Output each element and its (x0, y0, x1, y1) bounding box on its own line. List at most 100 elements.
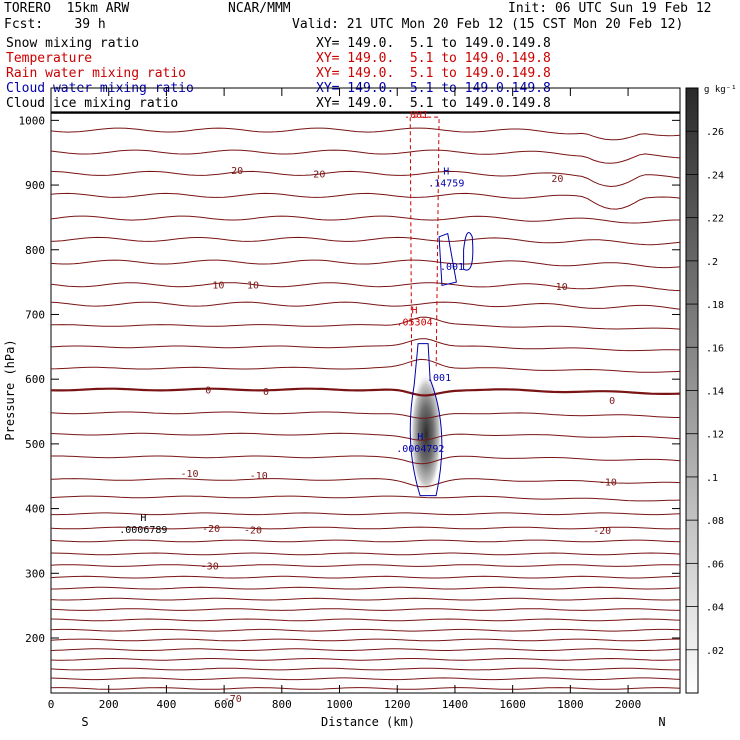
temperature-contour (51, 648, 680, 651)
colorbar-tick-label: .16 (706, 343, 724, 354)
cloud-water-label: .001 (440, 262, 464, 273)
temperature-contour (51, 586, 680, 590)
colorbar-tick-label: .02 (706, 646, 724, 657)
cloud-water-contour-lower-north (463, 232, 474, 271)
temperature-contour (51, 411, 680, 419)
y-tick-label: 1000 (19, 114, 46, 127)
colorbar-tick-label: .26 (706, 127, 724, 138)
colorbar-tick-label: .18 (706, 300, 724, 311)
north-label: N (658, 715, 665, 729)
y-axis-label: Pressure (hPa) (3, 339, 17, 440)
temperature-contour (51, 432, 680, 441)
cloud-water-label: .001 (427, 373, 451, 384)
temperature-contour-label: 20 (231, 166, 243, 177)
colorbar-tick-label: .12 (706, 430, 724, 441)
colorbar-unit: g kg⁻¹ (704, 85, 737, 95)
colorbar-tick-label: .08 (706, 516, 724, 527)
temperature-contour-label: -20 (593, 526, 611, 537)
x-tick-label: 1600 (499, 698, 526, 711)
temperature-contour (51, 539, 680, 543)
field-cloud-ice-xy: XY= 149.0. 5.1 to 149.0.149.8 (316, 96, 551, 111)
temperature-contour-label: 0 (263, 387, 269, 398)
temperature-contour-label: -70 (224, 694, 242, 705)
field-rain-xy: XY= 149.0. 5.1 to 149.0.149.8 (316, 66, 551, 81)
forecast-hour: Fcst: 39 h (4, 17, 106, 32)
temperature-contour (51, 526, 680, 530)
temperature-contour (51, 215, 680, 224)
x-tick-label: 0 (48, 698, 55, 711)
temperature-contour (51, 697, 680, 699)
temperature-contour (51, 667, 680, 671)
y-tick-label: 400 (25, 503, 45, 516)
temperature-contour (51, 192, 680, 210)
field-temperature-xy: XY= 149.0. 5.1 to 149.0.149.8 (316, 51, 551, 66)
x-tick-label: 1400 (442, 698, 469, 711)
temperature-contour-label: -30 (201, 562, 219, 573)
temperature-contour (51, 687, 680, 690)
temperature-contour (51, 170, 680, 188)
rain-water-label: .001 (404, 110, 428, 121)
temperature-contour (51, 259, 680, 269)
snow-mixing-ratio-shading (410, 372, 443, 497)
x-axis-label: Distance (km) (321, 715, 415, 729)
temperature-contour (51, 628, 680, 632)
field-rain-name: Rain water mixing ratio (6, 66, 187, 81)
temperature-contour (51, 301, 680, 310)
x-tick-label: 600 (214, 698, 234, 711)
y-tick-label: 200 (25, 632, 45, 645)
temperature-contour-label: -10 (599, 477, 617, 488)
x-tick-label: 1200 (384, 698, 411, 711)
temperature-contour (51, 338, 680, 352)
temperature-contour (51, 282, 680, 292)
temperature-contour (51, 677, 680, 681)
temperature-contour (51, 512, 680, 516)
temperature-contour (51, 552, 680, 556)
colorbar-tick-label: .14 (706, 387, 724, 398)
colorbar-tick-label: .2 (706, 257, 718, 268)
x-tick-label: 1000 (326, 698, 353, 711)
y-tick-label: 700 (25, 308, 45, 321)
cloud-water-contour-lower (438, 232, 457, 286)
model-title: TORERO 15km ARW (4, 1, 130, 16)
rain-water-contour (409, 116, 440, 367)
extremum-value: .0004792 (396, 444, 444, 455)
extremum-mark: H (140, 513, 146, 524)
x-tick-label: 200 (99, 698, 119, 711)
temperature-contour-label: -10 (250, 471, 268, 482)
temperature-contour-label: 0 (609, 396, 615, 407)
temperature-contour-label: 10 (247, 281, 259, 292)
x-tick-label: 2000 (615, 698, 642, 711)
temperature-contour-label: -10 (180, 469, 198, 480)
extremum-mark: H (443, 167, 449, 178)
temperature-contour-label: 10 (556, 282, 568, 293)
y-tick-label: 600 (25, 373, 45, 386)
temperature-contour (51, 358, 680, 373)
temperature-contour (51, 149, 680, 164)
temperature-contour (51, 495, 680, 502)
temperature-contour (51, 657, 680, 661)
colorbar-tick-label: .22 (706, 214, 724, 225)
y-tick-label: 800 (25, 244, 45, 257)
field-snow-xy: XY= 149.0. 5.1 to 149.0.149.8 (316, 36, 551, 51)
field-cloud-ice-name: Cloud ice mixing ratio (6, 96, 179, 111)
valid-time: Valid: 21 UTC Mon 20 Feb 12 (15 CST Mon … (292, 17, 684, 32)
extremum-mark: H (417, 432, 423, 443)
field-temperature-name: Temperature (6, 51, 93, 66)
temperature-contour (51, 127, 680, 141)
temperature-contour-label: 20 (551, 174, 563, 185)
temperature-contour (51, 236, 680, 246)
temperature-contour-label: 10 (212, 281, 224, 292)
extremum-value: .05304 (396, 318, 432, 329)
init-time: Init: 06 UTC Sun 19 Feb 12 (508, 1, 712, 16)
temperature-contour (51, 608, 680, 611)
extremum-value: .14759 (428, 179, 464, 190)
temperature-contour-label: -20 (202, 524, 220, 535)
x-tick-label: 1800 (557, 698, 584, 711)
colorbar-tick-label: .04 (706, 603, 724, 614)
extremum-value: .0006789 (119, 525, 167, 536)
temperature-contour (51, 564, 680, 567)
south-label: S (81, 715, 88, 729)
colorbar-tick-label: .24 (706, 170, 724, 181)
y-tick-label: 900 (25, 179, 45, 192)
